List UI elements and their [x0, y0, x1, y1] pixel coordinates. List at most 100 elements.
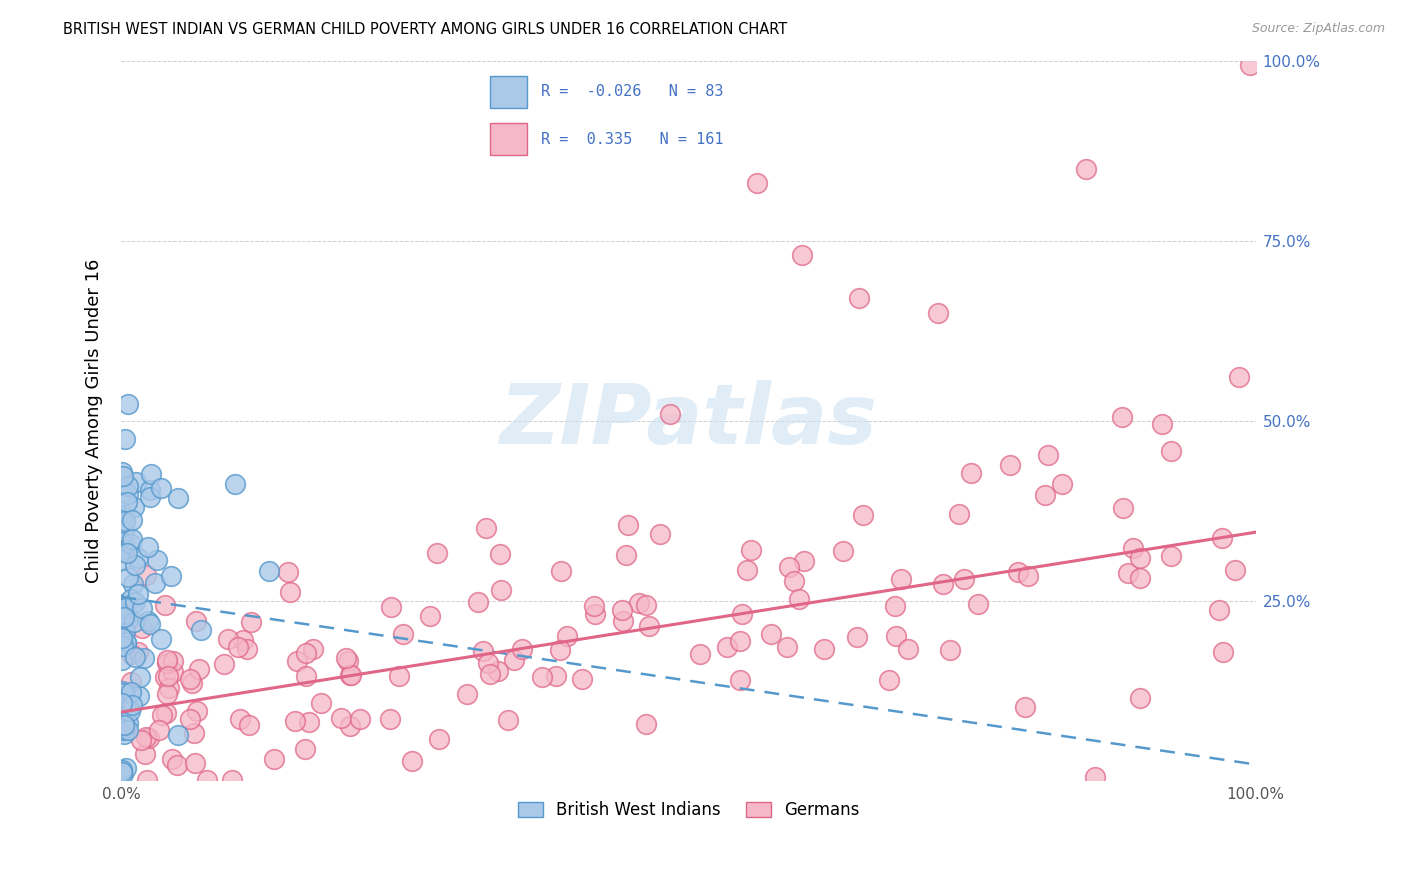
Point — [131, 601, 153, 615]
Text: BRITISH WEST INDIAN VS GERMAN CHILD POVERTY AMONG GIRLS UNDER 16 CORRELATION CHA: BRITISH WEST INDIAN VS GERMAN CHILD POVE… — [63, 22, 787, 37]
Point — [114, 686, 136, 700]
Point — [217, 632, 239, 647]
Point — [728, 634, 751, 648]
Point — [890, 572, 912, 586]
Point — [135, 568, 157, 582]
Point — [162, 654, 184, 668]
Point — [112, 610, 135, 624]
Point — [339, 668, 361, 682]
Point — [121, 513, 143, 527]
Point — [1111, 501, 1133, 516]
Point — [190, 623, 212, 637]
Point — [471, 644, 494, 658]
Point — [1239, 58, 1261, 72]
Point — [745, 177, 768, 191]
Point — [813, 641, 835, 656]
Point — [783, 574, 806, 588]
Point — [186, 704, 208, 718]
Point — [731, 607, 754, 622]
Point — [188, 662, 211, 676]
Point — [1116, 566, 1139, 581]
Point — [195, 772, 218, 787]
Point — [139, 467, 162, 481]
Point — [879, 673, 901, 687]
Point — [111, 468, 134, 483]
Point — [295, 669, 318, 683]
Point — [115, 495, 138, 509]
Point — [1223, 563, 1246, 577]
Point — [162, 665, 184, 679]
Point — [114, 514, 136, 528]
Point — [1074, 161, 1097, 176]
Point — [184, 756, 207, 770]
Point — [179, 672, 201, 686]
Point — [135, 772, 157, 787]
Point — [884, 628, 907, 642]
Point — [148, 723, 170, 737]
Point — [111, 715, 134, 730]
Point — [1017, 569, 1039, 583]
Point — [112, 719, 135, 733]
Point — [531, 670, 554, 684]
Point — [1129, 551, 1152, 566]
Point — [112, 540, 135, 554]
Point — [235, 641, 257, 656]
Point — [115, 698, 138, 712]
Point — [427, 732, 450, 747]
Y-axis label: Child Poverty Among Girls Under 16: Child Poverty Among Girls Under 16 — [86, 259, 103, 582]
Point — [153, 670, 176, 684]
Point — [730, 673, 752, 688]
Point — [138, 616, 160, 631]
Point — [953, 572, 976, 586]
Point — [787, 592, 810, 607]
Point — [114, 636, 136, 650]
Point — [128, 670, 150, 684]
Point — [294, 646, 316, 660]
Point — [156, 687, 179, 701]
Point — [832, 544, 855, 558]
Point — [284, 714, 307, 729]
Point — [1050, 477, 1073, 491]
Point — [127, 645, 149, 659]
Point — [114, 615, 136, 629]
Point — [336, 654, 359, 668]
Point — [124, 500, 146, 515]
Point — [1227, 370, 1250, 384]
Legend: British West Indians, Germans: British West Indians, Germans — [510, 795, 866, 826]
Point — [612, 614, 634, 628]
Point — [111, 466, 134, 480]
Point — [136, 614, 159, 628]
Point — [111, 653, 134, 667]
Point — [114, 607, 136, 621]
Point — [967, 597, 990, 611]
Point — [111, 535, 134, 549]
Point — [478, 667, 501, 681]
Point — [138, 731, 160, 745]
Point — [114, 703, 136, 717]
Point — [111, 764, 134, 779]
Point — [111, 632, 134, 646]
Point — [136, 540, 159, 554]
Point — [128, 689, 150, 703]
Point — [226, 640, 249, 654]
Point — [335, 651, 357, 665]
Point — [114, 600, 136, 615]
Point — [112, 718, 135, 732]
Point — [960, 466, 983, 480]
Point — [115, 614, 138, 628]
Point — [149, 481, 172, 495]
Point — [1007, 566, 1029, 580]
Point — [112, 524, 135, 538]
Point — [111, 723, 134, 737]
Point — [583, 599, 606, 613]
Point — [309, 696, 332, 710]
Point — [179, 712, 201, 726]
Point — [127, 550, 149, 565]
Point — [1211, 532, 1233, 546]
Point — [846, 630, 869, 644]
Point — [224, 477, 246, 491]
Point — [125, 475, 148, 489]
Point — [115, 546, 138, 560]
Point — [111, 764, 134, 778]
Point — [115, 635, 138, 649]
